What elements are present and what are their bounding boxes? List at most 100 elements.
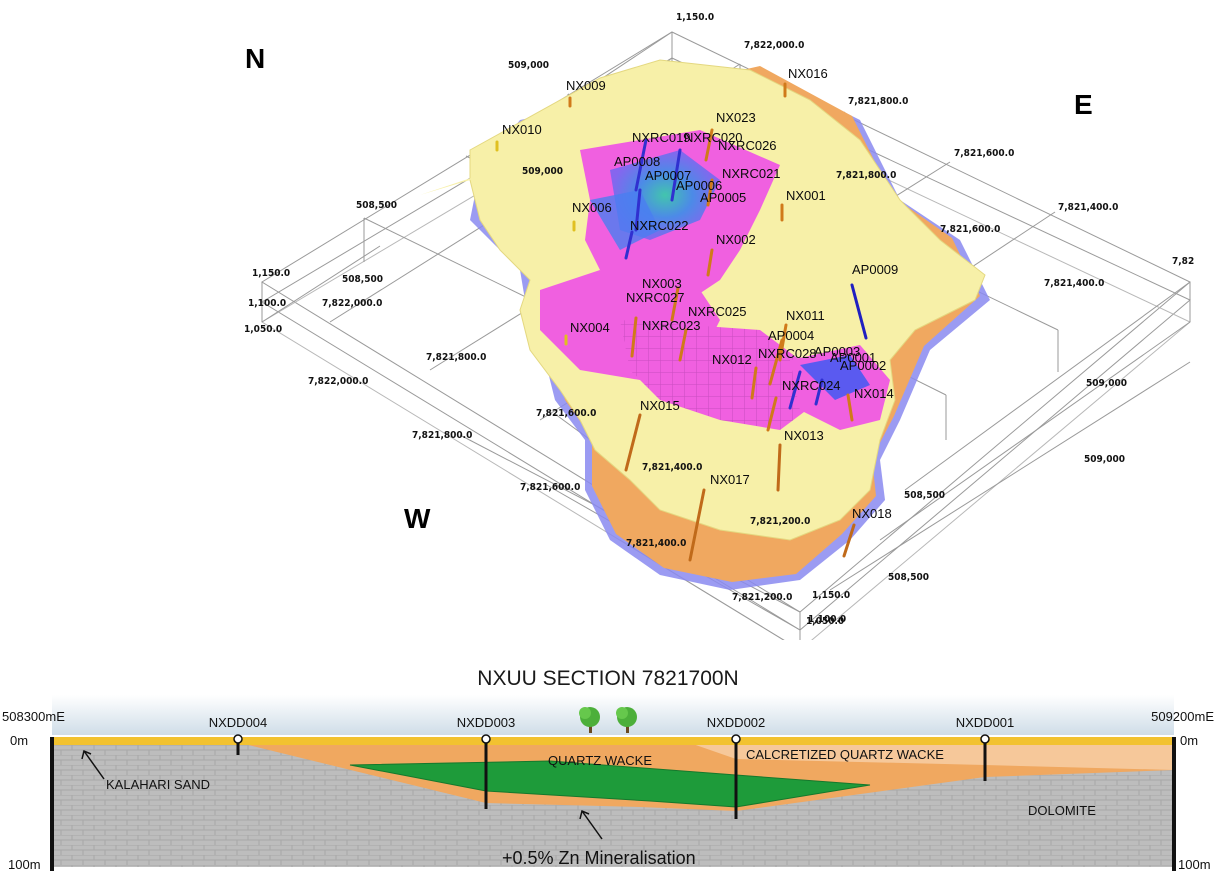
left-easting-label: 508300mE xyxy=(2,709,65,724)
hole-label: NXRC023 xyxy=(642,318,701,333)
depth-bottom-right: 100m xyxy=(1178,857,1211,872)
compass-north: N xyxy=(245,43,265,74)
elevation-labels: 1,150.0 1,150.0 1,100.0 1,050.0 1,150.0 … xyxy=(244,12,850,627)
hole-label: NX014 xyxy=(854,386,894,401)
unit-label-mineral: +0.5% Zn Mineralisation xyxy=(502,848,696,868)
hole-label: AP0004 xyxy=(768,328,814,343)
easting-label: 509,000 xyxy=(1086,378,1127,389)
northing-label: 7,821,200.0 xyxy=(750,516,810,527)
northing-label: 7,821,400.0 xyxy=(626,538,686,549)
hole-label: AP0002 xyxy=(840,358,886,373)
drillhole-traces xyxy=(495,82,868,562)
elev-label: 1,150.0 xyxy=(812,590,850,601)
hole-label: AP0001 xyxy=(830,350,876,365)
easting-label: 508,500 xyxy=(342,274,383,285)
hole-label: NX012 xyxy=(712,352,752,367)
northing-label: 7,821,400.0 xyxy=(1058,202,1118,213)
hole-label: NX016 xyxy=(788,66,828,81)
hole-label: NXDD002 xyxy=(707,715,766,730)
northing-label: 7,822,000.0 xyxy=(744,40,804,51)
arrow-icon xyxy=(81,749,105,780)
compass-east: E xyxy=(1074,89,1093,120)
hole-label: NXRC028 xyxy=(758,346,817,361)
easting-label: 508,500 xyxy=(888,572,929,583)
block-model-3d: N E W 1,150.0 1,150.0 1,100.0 1,050.0 1,… xyxy=(244,12,1194,640)
northing-label: 7,821,600.0 xyxy=(940,224,1000,235)
northing-label: 7,822,000.0 xyxy=(308,376,368,387)
northing-label: 7,821,600.0 xyxy=(536,408,596,419)
easting-label: 509,000 xyxy=(508,60,549,71)
northing-label: 7,821,800.0 xyxy=(412,430,472,441)
easting-label: 509,000 xyxy=(522,166,563,177)
hole-label: NX003 xyxy=(642,276,682,291)
northing-label: 7,82 xyxy=(1172,256,1194,267)
northing-label: 7,821,200.0 xyxy=(732,592,792,603)
hole-label: NX011 xyxy=(786,308,825,323)
hole-label: NX015 xyxy=(640,398,680,413)
hole-label: NX010 xyxy=(502,122,542,137)
hole-label: NX013 xyxy=(784,428,824,443)
northing-labels: 7,822,000.0 7,821,800.0 7,821,600.0 7,82… xyxy=(308,40,1194,603)
hole-label: AP0003 xyxy=(814,344,860,359)
hole-label: NX009 xyxy=(566,78,606,93)
hole-label: NX006 xyxy=(572,200,612,215)
hole-label: NXRC020 xyxy=(684,130,743,145)
unit-label-quartz: QUARTZ WACKE xyxy=(548,753,652,768)
hole-label: AP0005 xyxy=(700,190,746,205)
hole-label: NXRC026 xyxy=(718,138,777,153)
hole-label: NX001 xyxy=(786,188,826,203)
zn-mineralisation xyxy=(349,760,871,808)
arrow-icon xyxy=(579,809,603,840)
northing-label: 7,822,000.0 xyxy=(322,298,382,309)
depth-top-right: 0m xyxy=(1180,733,1198,748)
kalahari-sand-layer xyxy=(52,737,1174,745)
elev-label: 1,100.0 xyxy=(248,298,286,309)
northing-label: 7,821,800.0 xyxy=(426,352,486,363)
unit-label-sand: KALAHARI SAND xyxy=(106,777,210,792)
unit-label-calcrete: CALCRETIZED QUARTZ WACKE xyxy=(746,747,944,762)
hole-label: NXDD001 xyxy=(956,715,1015,730)
hole-label: NXRC019 xyxy=(632,130,691,145)
northing-label: 7,821,800.0 xyxy=(836,170,896,181)
hole-label: AP0006 xyxy=(676,178,722,193)
hole-label: NX004 xyxy=(570,320,610,335)
drillhole-labels: NX009 NX010 NX016 NX023 NXRC019 NXRC020 … xyxy=(502,66,898,521)
easting-labels: 509,000 509,000 508,500 508,500 509,000 … xyxy=(342,60,1127,583)
easting-label: 508,500 xyxy=(356,200,397,211)
section-title: NXUU SECTION 7821700N xyxy=(477,667,738,690)
hole-label: NXRC022 xyxy=(630,218,689,233)
calcretized-layer xyxy=(690,743,1174,770)
cross-section-diagram: NXUU SECTION 7821700N 508300mE 509200mE xyxy=(2,667,1214,872)
model-body xyxy=(420,59,990,590)
depth-top-left: 0m xyxy=(10,733,28,748)
compass-west: W xyxy=(404,503,431,534)
hole-label: AP0007 xyxy=(645,168,691,183)
left-scale-bar xyxy=(50,737,54,871)
hole-label: AP0009 xyxy=(852,262,898,277)
sky-band xyxy=(52,695,1174,735)
elev-label: 1,150.0 xyxy=(676,12,714,23)
elev-label: 1,050.0 xyxy=(244,324,282,335)
elev-label: 1,100.0 xyxy=(808,614,846,625)
northing-label: 7,821,600.0 xyxy=(954,148,1014,159)
northing-label: 7,821,400.0 xyxy=(1044,278,1104,289)
elev-label: 1,050.0 xyxy=(806,616,844,627)
northing-label: 7,821,600.0 xyxy=(520,482,580,493)
right-scale-bar xyxy=(1172,737,1176,871)
hole-label: NXDD003 xyxy=(457,715,516,730)
hole-label: NXRC027 xyxy=(626,290,685,305)
easting-label: 508,500 xyxy=(904,490,945,501)
right-easting-label: 509200mE xyxy=(1151,709,1214,724)
tree-icon xyxy=(616,707,637,733)
tree-icon xyxy=(579,707,600,733)
section-drillholes xyxy=(236,741,987,819)
depth-bottom-left: 100m xyxy=(8,857,41,872)
easting-label: 509,000 xyxy=(1084,454,1125,465)
hole-label: AP0008 xyxy=(614,154,660,169)
hole-label: NX023 xyxy=(716,110,756,125)
hole-label: NX017 xyxy=(710,472,750,487)
northing-label: 7,821,400.0 xyxy=(642,462,702,473)
elev-label: 1,150.0 xyxy=(252,268,290,279)
hole-label: NXRC024 xyxy=(782,378,841,393)
hole-label: NX002 xyxy=(716,232,756,247)
